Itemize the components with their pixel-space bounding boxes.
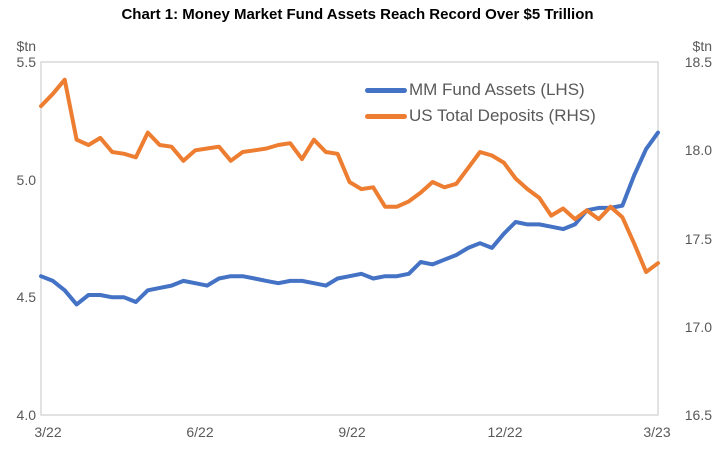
legend-label: MM Fund Assets (LHS) xyxy=(409,80,585,99)
legend-swatch-1 xyxy=(365,113,407,119)
right-axis-tick: 17.5 xyxy=(684,231,712,247)
right-axis-tick: 16.5 xyxy=(684,407,712,423)
x-axis-tick: 9/22 xyxy=(338,424,366,440)
left-axis-tick: 4.0 xyxy=(16,407,36,423)
us-total-deposits-line xyxy=(39,77,660,274)
chart-title: Chart 1: Money Market Fund Assets Reach … xyxy=(121,6,594,23)
legend-swatch-0 xyxy=(365,87,407,93)
right-axis-unit: $tn xyxy=(692,38,712,54)
x-axis-tick: 3/22 xyxy=(34,424,62,440)
plot-border xyxy=(40,61,659,416)
legend-item: US Total Deposits (RHS) xyxy=(365,103,596,129)
left-axis-tick: 5.5 xyxy=(16,54,36,70)
legend-label: US Total Deposits (RHS) xyxy=(409,106,596,125)
x-axis-tick: 3/23 xyxy=(643,424,671,440)
x-axis-tick: 12/22 xyxy=(487,424,523,440)
left-axis-unit: $tn xyxy=(16,38,36,54)
legend-item: MM Fund Assets (LHS) xyxy=(365,77,596,103)
mm-fund-assets-line xyxy=(39,130,660,307)
legend: MM Fund Assets (LHS) US Total Deposits (… xyxy=(365,77,596,129)
right-axis-tick: 18.5 xyxy=(684,54,712,70)
right-axis-tick: 17.0 xyxy=(684,319,712,335)
left-axis-tick: 4.5 xyxy=(16,289,36,305)
left-axis-tick: 5.0 xyxy=(16,172,36,188)
right-axis-tick: 18.0 xyxy=(684,142,712,158)
x-axis-tick: 6/22 xyxy=(186,424,214,440)
